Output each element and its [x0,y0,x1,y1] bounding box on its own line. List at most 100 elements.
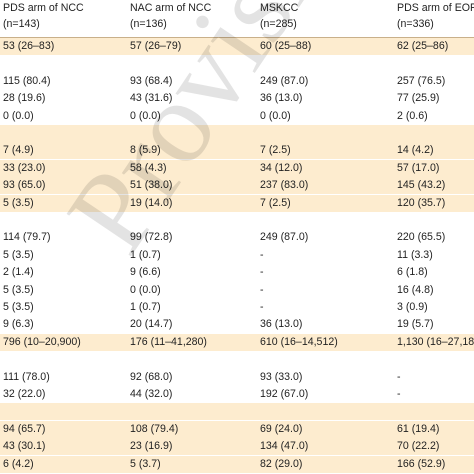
table-cell: 94 (65.7) [3,422,46,435]
table-cell: 92 (68.0) [130,370,173,383]
table-cell: - [260,301,264,313]
table-row [0,212,474,229]
table-cell: 8 (5.9) [130,144,161,157]
table-cell: 257 (76.5) [397,74,446,87]
table-cell: 5 (3.5) [3,283,34,296]
table-cell: 28 (19.6) [3,92,46,105]
table-cell: - [260,266,264,279]
table-cell: 237 (83.0) [260,179,309,192]
table-cell: 5 (3.5) [3,196,34,209]
table-cell: 70 (22.2) [397,440,440,453]
table-cell: 0 (0.0) [130,109,161,122]
table-cell: 5 (3.5) [3,248,34,261]
table-cell: 115 (80.4) [3,74,51,87]
table-cell: 51 (38.0) [130,179,173,192]
table-cell: 43 (30.1) [3,440,46,453]
table-row: 9 (6.3) 20 (14.7) 36 (13.0) 19 (5.7) [0,316,474,333]
table-cell: 9 (6.6) [130,266,161,279]
col-subheader-pds-ncc: (n=143) [3,18,40,30]
header-rule [0,37,474,38]
table-cell: 34 (12.0) [260,161,303,174]
table-row: 5 (3.5) 1 (0.7) - 11 (3.3) [0,247,474,264]
table-cell: 192 (67.0) [260,388,309,400]
table-cell: - [397,388,401,400]
table-cell: 23 (16.9) [130,440,173,453]
table-row: 5 (3.5) 19 (14.0) 7 (2.5) 120 (35.7) [0,194,474,212]
table-row [0,351,474,368]
col-header-pds-ncc: PDS arm of NCC [3,2,84,14]
table-cell: 7 (2.5) [260,144,291,157]
table-row: 32 (22.0) 44 (32.0) 192 (67.0) - [0,386,474,403]
table-cell: 249 (87.0) [260,231,309,244]
table-cell: 134 (47.0) [260,440,309,453]
table-cell: 796 (10–20,900) [3,335,81,348]
table-cell: 69 (24.0) [260,422,303,435]
table-row: 7 (4.9) 8 (5.9) 7 (2.5) 14 (4.2) [0,142,474,160]
table-cell: 62 (25–86) [397,40,449,52]
table-cell: 57 (26–79) [130,40,182,52]
table-cell: 0 (0.0) [3,109,34,122]
table-row: 6 (4.2) 5 (3.7) 82 (29.0) 166 (52.9) [0,455,474,473]
table-cell: 19 (14.0) [130,196,173,209]
table-cell: 111 (78.0) [3,370,50,383]
table-cell: 93 (33.0) [260,370,303,383]
table-row: 115 (80.4) 93 (68.4) 249 (87.0) 257 (76.5) [0,73,474,90]
table-row: 114 (79.7) 99 (72.8) 249 (87.0) 220 (65.5) [0,229,474,246]
table-row [0,55,474,72]
table-row: 33 (23.0) 58 (4.3) 34 (12.0) 57 (17.0) [0,159,474,177]
table-cell: 16 (4.8) [397,283,434,296]
col-subheader-mskcc: (n=285) [260,18,297,30]
table-cell: 19 (5.7) [397,318,434,331]
table-cell: 99 (72.8) [130,231,173,244]
table-cell: 36 (13.0) [260,318,303,331]
table-cell: 82 (29.0) [260,457,303,470]
col-header-nac-ncc: NAC arm of NCC [130,2,212,14]
table-cell: 14 (4.2) [397,144,434,157]
table-cell: 5 (3.7) [130,457,161,470]
table-cell: 20 (14.7) [130,318,173,331]
table-cell: - [397,370,401,383]
table-cell: 114 (79.7) [3,231,51,244]
col-subheader-nac-ncc: (n=136) [130,18,167,30]
table-row: 0 (0.0) 0 (0.0) 0 (0.0) 2 (0.6) [0,108,474,125]
table-cell: 1 (0.7) [130,248,161,261]
table-cell: 145 (43.2) [397,179,446,192]
table-row: 93 (65.0) 51 (38.0) 237 (83.0) 145 (43.2) [0,177,474,195]
table-cell: 6 (1.8) [397,266,428,279]
table-row: 796 (10–20,900) 176 (11–41,280) 610 (16–14… [0,333,474,351]
table-row: 28 (19.6) 43 (31.6) 36 (13.0) 77 (25.9) [0,90,474,107]
col-subheader-pds-eortc: (n=336) [397,18,434,30]
table-cell: 610 (16–14,512) [260,335,338,348]
table-cell: 58 (4.3) [130,161,167,174]
table-cell: 0 (0.0) [260,109,291,122]
col-header-mskcc: MSKCC [260,2,299,14]
table-cell: 9 (6.3) [3,318,34,331]
table-row: 94 (65.7) 108 (79.4) 69 (24.0) 61 (19.4) [0,420,474,438]
table-cell: 11 (3.3) [397,248,433,261]
table-cell: 33 (23.0) [3,161,46,174]
table-cell: 36 (13.0) [260,92,303,105]
col-header-pds-eortc: PDS arm of EORTC [397,2,474,14]
table-cell: 249 (87.0) [260,74,309,87]
table-cell: 61 (19.4) [397,422,440,435]
table-cell: - [260,283,264,296]
table-cell: 6 (4.2) [3,457,34,470]
table-cell: 5 (3.5) [3,301,34,313]
table-cell: 1 (0.7) [130,301,161,313]
table-cell: 3 (0.9) [397,301,428,313]
table-cell: 176 (11–41,280) [130,335,207,348]
table-cell: 166 (52.9) [397,457,446,470]
table-cell: - [260,248,264,261]
table-cell: 220 (65.5) [397,231,446,244]
table-row: 53 (26–83) 57 (26–79) 60 (25–88) 62 (25–86) [0,38,474,55]
table-row [0,403,474,421]
table-header: PDS arm of NCC NAC arm of NCC MSKCC PDS … [0,0,474,40]
table-row: 5 (3.5) 1 (0.7) - 3 (0.9) [0,299,474,316]
table-cell: 7 (2.5) [260,196,291,209]
table-row: 43 (30.1) 23 (16.9) 134 (47.0) 70 (22.2) [0,438,474,456]
table-cell: 93 (65.0) [3,179,46,192]
table-cell: 57 (17.0) [397,161,440,174]
table-cell: 43 (31.6) [130,92,173,105]
table-cell: 2 (1.4) [3,266,34,279]
table-cell: 108 (79.4) [130,422,179,435]
